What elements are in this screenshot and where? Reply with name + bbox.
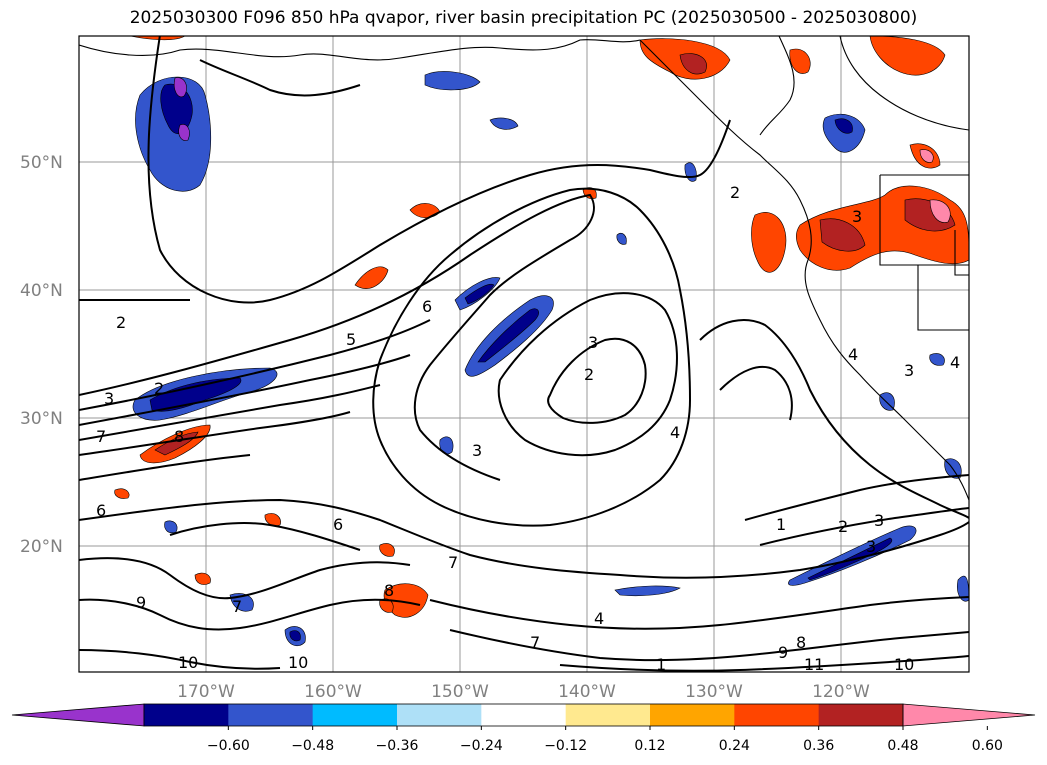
contour-label: 10 — [178, 653, 198, 672]
contour-label: 10 — [288, 653, 308, 672]
lat-label: 50°N — [20, 153, 63, 173]
colorbar-segment — [397, 704, 482, 726]
contour-label: 3 — [904, 361, 914, 380]
contour-label: 1 — [776, 515, 786, 534]
lon-label: 170°W — [177, 682, 235, 702]
contour-label: 2 — [154, 379, 164, 398]
colorbar-tick-label: −0.12 — [544, 738, 587, 754]
contour-label: 7 — [448, 553, 458, 572]
contour-label: 3 — [104, 389, 114, 408]
contour-label: 3 — [874, 511, 884, 530]
contour-label: 2 — [584, 365, 594, 384]
contour-label: 2 — [116, 313, 126, 332]
contour-label: 4 — [594, 609, 604, 628]
contour-label: 8 — [174, 427, 184, 446]
lon-labels: 170°W 160°W 150°W 140°W 130°W 120°W — [177, 682, 870, 702]
contour-label: 3 — [472, 441, 482, 460]
contour-label: 4 — [848, 345, 858, 364]
coastlines — [79, 36, 969, 501]
contour-label: 9 — [136, 593, 146, 612]
qvapor-contours — [79, 36, 969, 672]
colorbar-tick-label: 0.24 — [719, 738, 750, 754]
contour-label: 7 — [530, 633, 540, 652]
contour-label: 3 — [866, 537, 876, 556]
contour-label: 3 — [588, 333, 598, 352]
colorbar-segment — [734, 704, 820, 726]
lon-label: 150°W — [431, 682, 489, 702]
contour-label: 2 — [838, 517, 848, 536]
lon-label: 130°W — [685, 682, 743, 702]
lon-label: 120°W — [812, 682, 870, 702]
contour-label: 7 — [96, 427, 106, 446]
colorbar-segment — [144, 704, 229, 726]
colorbar-segment — [312, 704, 398, 726]
colorbar-tick-label: 0.12 — [634, 738, 665, 754]
contour-label: 8 — [384, 581, 394, 600]
map-content: 2 2 3 7 8 6 6 5 3 2 4 3 6 7 8 7 9 10 10 … — [79, 36, 969, 674]
colorbar-segment — [481, 704, 567, 726]
colorbar-segment — [650, 704, 735, 726]
colorbar-tick-label: −0.60 — [207, 738, 250, 754]
colorbar-extend-low — [11, 703, 145, 727]
contour-label: 1 — [656, 655, 666, 674]
colorbar-tick-label: −0.24 — [460, 738, 503, 754]
contour-label: 3 — [852, 207, 862, 226]
lat-labels: 50°N 40°N 30°N 20°N — [20, 153, 63, 557]
contour-label: 6 — [96, 501, 106, 520]
contour-label: 4 — [670, 423, 680, 442]
colorbar-tick-label: −0.48 — [291, 738, 334, 754]
colorbar-tick-label: 0.48 — [887, 738, 918, 754]
contour-label: 6 — [333, 515, 343, 534]
colorbar-frame — [143, 703, 904, 727]
contour-label: 6 — [422, 297, 432, 316]
lat-label: 30°N — [20, 409, 63, 429]
colorbar-segment — [565, 704, 651, 726]
lon-label: 160°W — [304, 682, 362, 702]
contour-labels: 2 2 3 7 8 6 6 5 3 2 4 3 6 7 8 7 9 10 10 … — [96, 183, 960, 674]
colorbar-segment — [228, 704, 314, 726]
colorbar-tick-label: 0.60 — [972, 738, 1003, 754]
colorbar-tick-label: 0.36 — [803, 738, 834, 754]
contour-label: 8 — [796, 633, 806, 652]
map-frame — [78, 35, 970, 673]
contour-label: 9 — [778, 643, 788, 662]
lat-label: 40°N — [20, 281, 63, 301]
contour-label: 2 — [730, 183, 740, 202]
colorbar-segment — [818, 704, 904, 726]
lon-label: 140°W — [558, 682, 616, 702]
contour-label: 5 — [346, 330, 356, 349]
map-title: 2025030300 F096 850 hPa qvapor, river ba… — [129, 8, 918, 28]
contour-label: 7 — [232, 597, 242, 616]
lat-label: 20°N — [20, 537, 63, 557]
colorbar-extend-high — [902, 703, 1036, 727]
colorbar: −0.60 −0.48 −0.36 −0.24 −0.12 0.12 0.24 0.36 0.4… — [11, 703, 1036, 754]
contour-label: 11 — [804, 655, 824, 674]
colorbar-tick-label: −0.36 — [376, 738, 419, 754]
contour-label: 4 — [950, 353, 960, 372]
contour-label: 10 — [894, 655, 914, 674]
